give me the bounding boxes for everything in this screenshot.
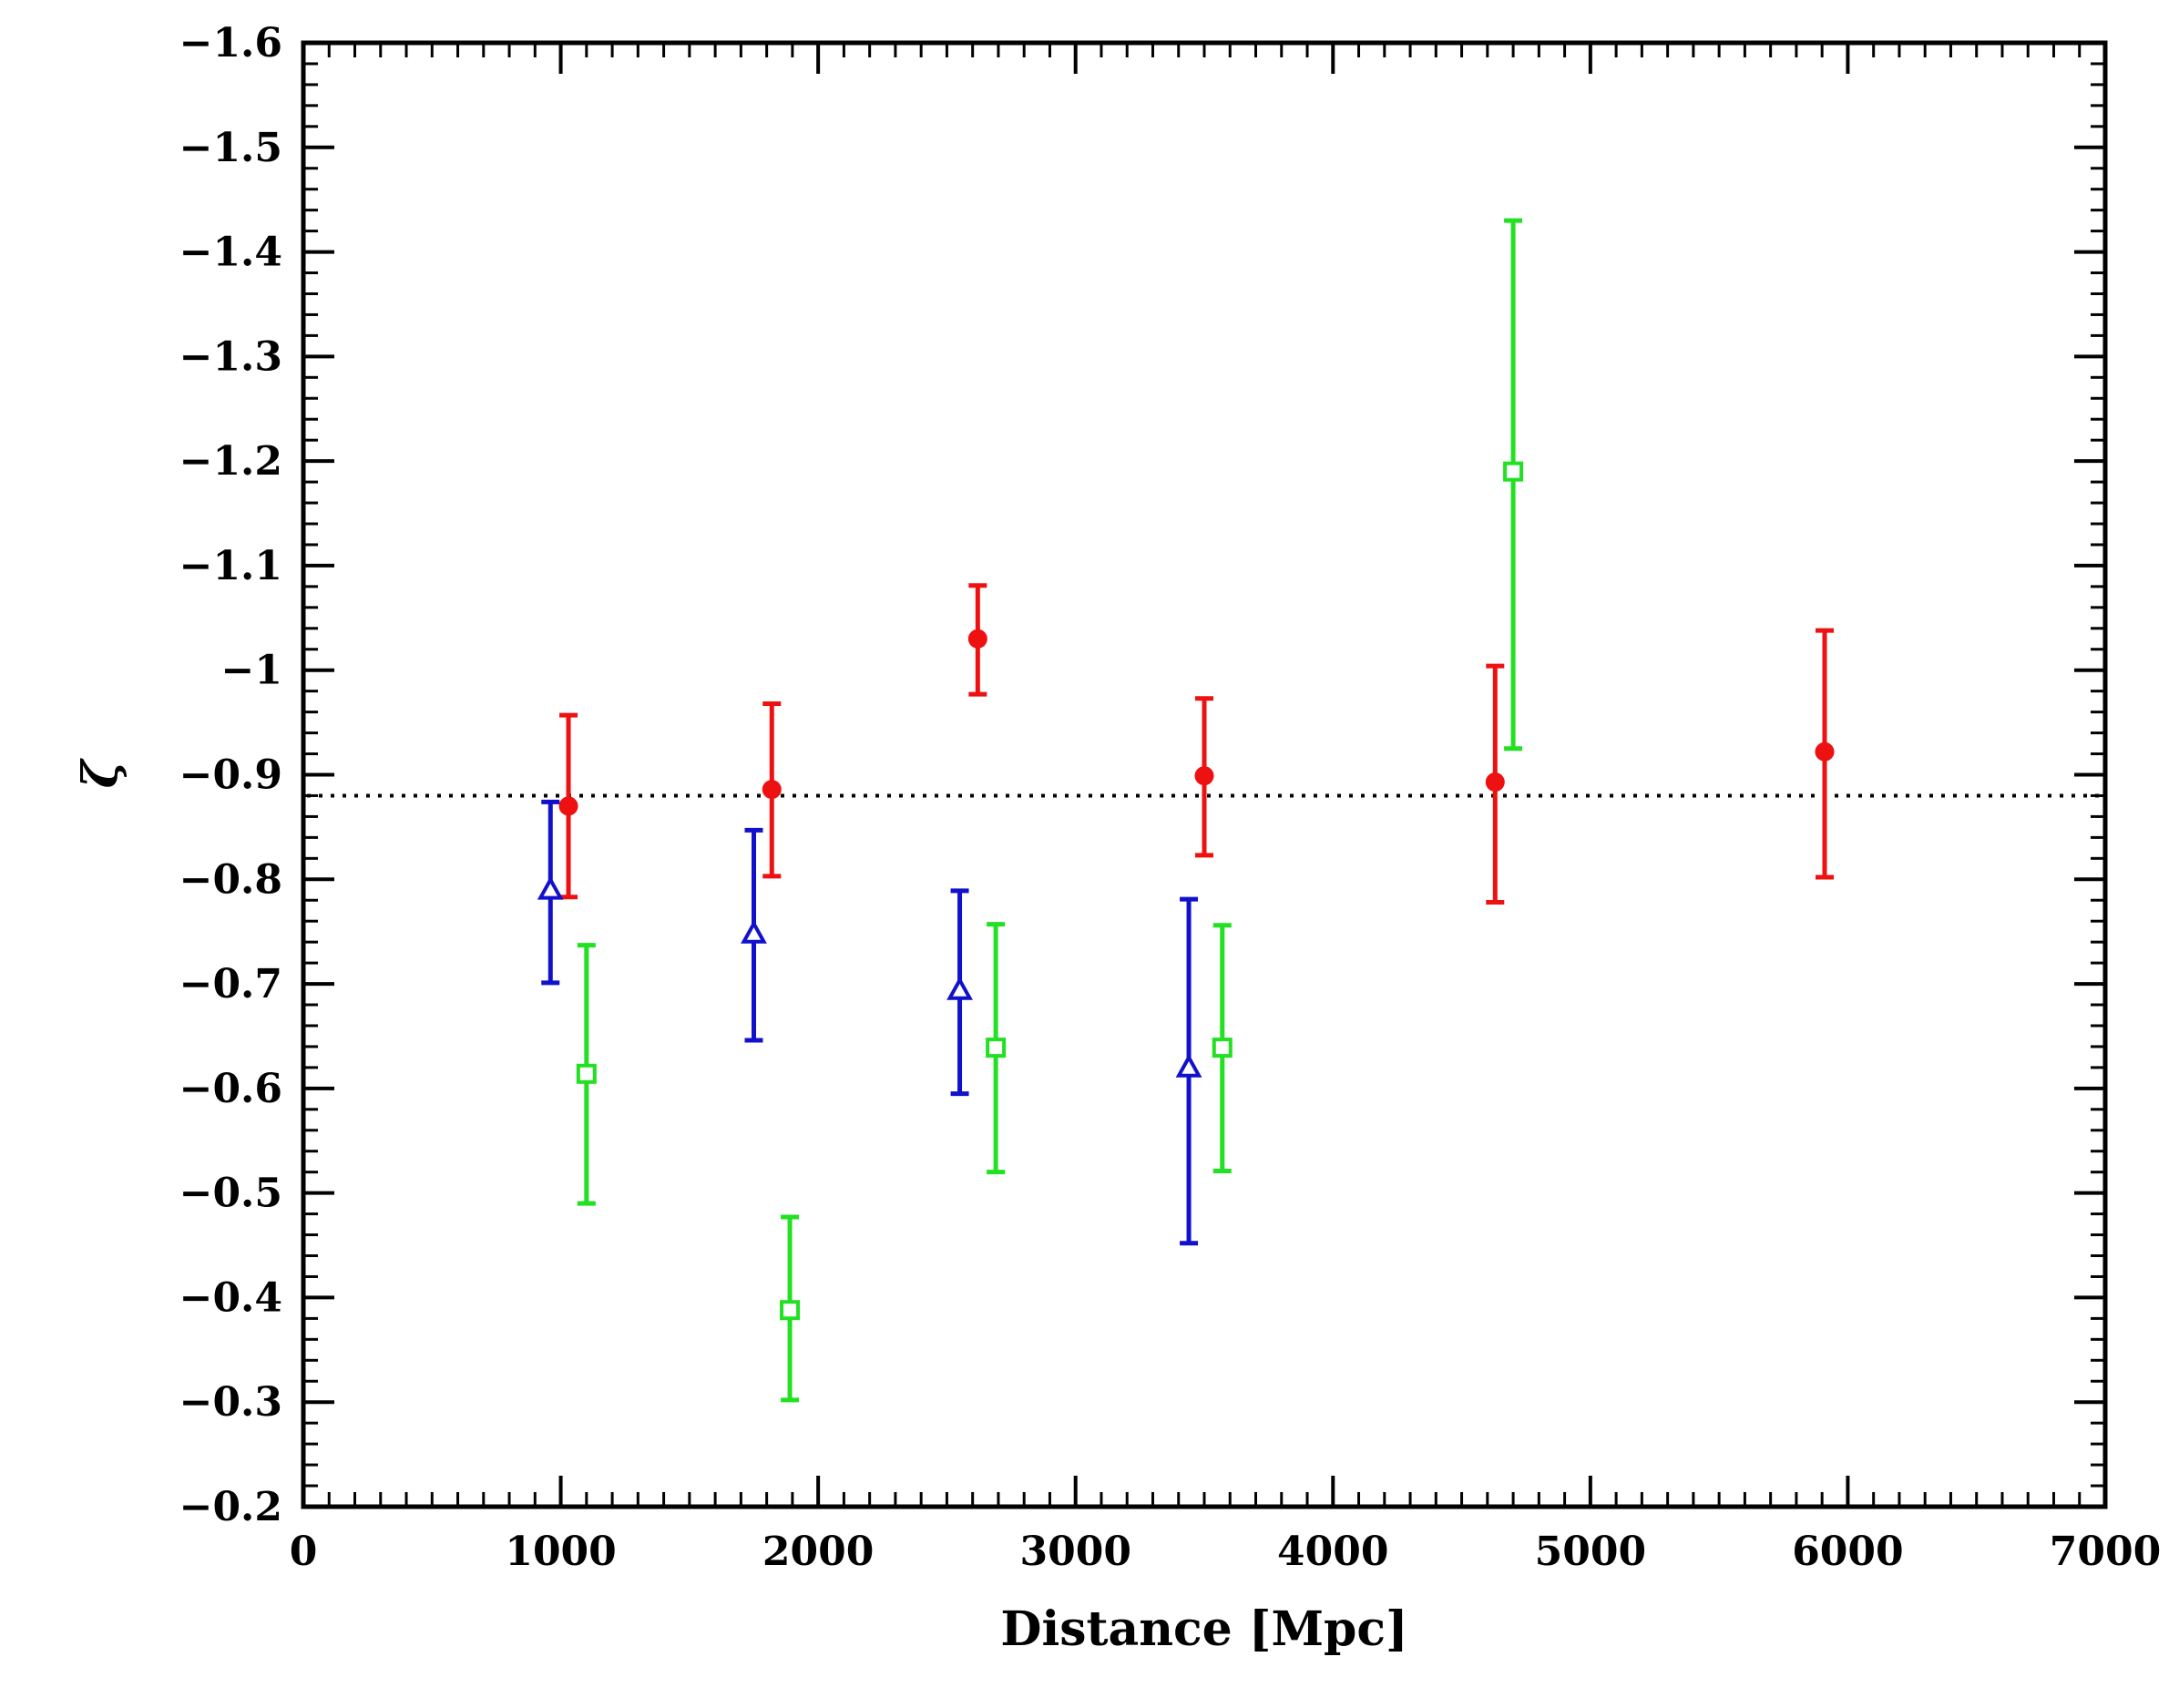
x-tick-label: 4000 <box>1277 1529 1388 1575</box>
y-axis-title: ζ <box>73 757 128 788</box>
data-point <box>741 919 767 944</box>
data-point <box>1212 1038 1233 1059</box>
data-point <box>1194 766 1214 786</box>
x-tick-label: 2000 <box>762 1529 874 1575</box>
y-tick-label: −0.4 <box>179 1274 282 1321</box>
data-point <box>1485 772 1505 793</box>
y-tick-label: −0.3 <box>179 1379 282 1426</box>
series-open-triangle <box>537 799 1202 1246</box>
data-point <box>946 976 973 1000</box>
y-tick-label: −1.6 <box>179 20 282 66</box>
x-tick-label: 7000 <box>2050 1529 2161 1575</box>
data-point <box>1815 741 1835 762</box>
x-tick-label: 0 <box>290 1529 318 1575</box>
y-tick-label: −1.5 <box>179 125 282 171</box>
data-point <box>1503 461 1524 482</box>
data-point <box>780 1300 801 1321</box>
y-tick-label: −1 <box>221 648 282 694</box>
y-tick-label: −1.1 <box>179 543 282 589</box>
y-tick-label: −0.5 <box>179 1171 282 1217</box>
series-open-square <box>576 218 1524 1403</box>
y-tick-labels: −0.2 −0.3 −0.4 −0.5 −0.6 −0.7 −0.8 −0.9 −1 −1.1 −1… <box>179 20 282 1530</box>
y-tick-label: −1.4 <box>179 230 282 276</box>
series-layer <box>537 218 1835 1403</box>
data-point <box>967 629 987 649</box>
x-tick-label: 1000 <box>505 1529 616 1575</box>
y-tick-label: −0.8 <box>179 856 282 903</box>
data-point <box>558 796 578 816</box>
x-tick-labels: 0 1000 2000 3000 4000 5000 6000 7000 <box>290 1529 2162 1575</box>
x-tick-label: 6000 <box>1792 1529 1903 1575</box>
data-point <box>1175 1053 1202 1078</box>
data-point <box>576 1063 597 1084</box>
data-point <box>537 875 564 900</box>
x-axis-title: Distance [Mpc] <box>1000 1601 1407 1657</box>
data-point <box>986 1038 1007 1059</box>
y-tick-label: −0.6 <box>179 1066 282 1112</box>
data-point <box>762 780 782 800</box>
series-filled-circle <box>558 583 1835 905</box>
major-ticks <box>302 41 2107 1509</box>
y-tick-label: −0.2 <box>179 1484 282 1530</box>
y-tick-label: −0.7 <box>179 961 282 1007</box>
y-tick-label: −1.3 <box>179 333 282 380</box>
x-tick-label: 3000 <box>1019 1529 1130 1575</box>
y-tick-label: −1.2 <box>179 438 282 485</box>
x-tick-label: 5000 <box>1535 1529 1646 1575</box>
y-tick-label: −0.9 <box>179 752 282 799</box>
